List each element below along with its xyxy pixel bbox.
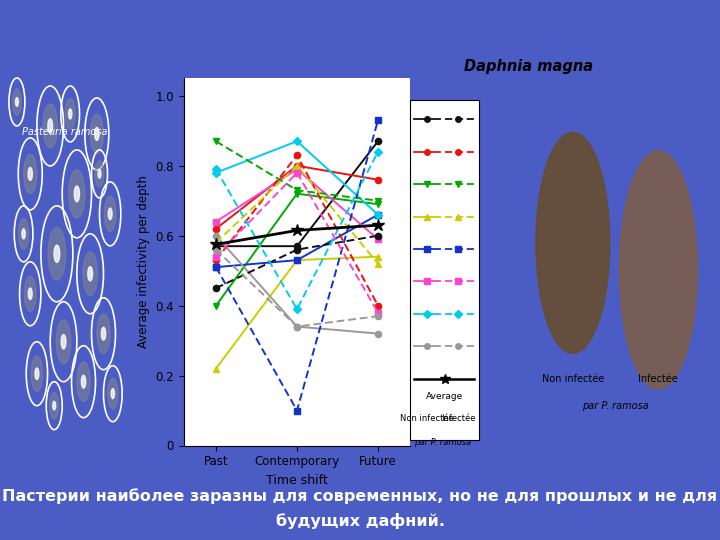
- Text: Infectée: Infectée: [639, 374, 678, 384]
- Circle shape: [83, 252, 97, 296]
- Circle shape: [104, 196, 116, 232]
- Circle shape: [28, 288, 32, 300]
- Circle shape: [65, 99, 76, 129]
- Circle shape: [53, 401, 55, 410]
- Circle shape: [95, 161, 104, 187]
- Circle shape: [12, 89, 22, 115]
- Circle shape: [31, 356, 42, 392]
- Text: будущих дафний.: будущих дафний.: [276, 513, 444, 529]
- Text: Пастерии наиболее заразны для современных, но не для прошлых и не для: Пастерии наиболее заразны для современны…: [2, 488, 718, 504]
- Circle shape: [88, 267, 93, 281]
- Circle shape: [16, 98, 18, 106]
- Circle shape: [22, 229, 25, 239]
- Circle shape: [68, 109, 72, 119]
- Circle shape: [35, 368, 39, 380]
- Circle shape: [98, 170, 101, 178]
- Circle shape: [54, 245, 60, 262]
- Text: Daphnia magna: Daphnia magna: [464, 59, 593, 75]
- Circle shape: [69, 170, 85, 218]
- Y-axis label: Average infectivity per depth: Average infectivity per depth: [137, 176, 150, 348]
- Text: par P. ramosa: par P. ramosa: [414, 438, 471, 447]
- Ellipse shape: [536, 132, 610, 353]
- Circle shape: [90, 114, 104, 154]
- Circle shape: [95, 127, 99, 140]
- Circle shape: [28, 167, 32, 180]
- Circle shape: [50, 393, 58, 419]
- Circle shape: [56, 320, 71, 364]
- Text: par P. ramosa: par P. ramosa: [582, 401, 649, 411]
- Circle shape: [108, 208, 112, 220]
- Text: Infectée: Infectée: [441, 414, 475, 423]
- Circle shape: [81, 375, 86, 388]
- Text: Average: Average: [426, 392, 463, 401]
- Circle shape: [61, 334, 66, 349]
- Circle shape: [48, 227, 66, 280]
- Circle shape: [77, 362, 90, 401]
- Text: Non infectée: Non infectée: [400, 414, 454, 423]
- Circle shape: [111, 389, 114, 399]
- Circle shape: [24, 154, 37, 194]
- Text: Non infectée: Non infectée: [541, 374, 604, 384]
- Ellipse shape: [619, 151, 697, 389]
- Circle shape: [48, 119, 53, 133]
- Circle shape: [19, 219, 29, 249]
- Circle shape: [102, 327, 106, 340]
- Text: Pasteuria ramosa: Pasteuria ramosa: [22, 127, 107, 137]
- Circle shape: [74, 186, 79, 202]
- Circle shape: [24, 276, 36, 312]
- Circle shape: [43, 104, 58, 148]
- Circle shape: [108, 379, 118, 409]
- Circle shape: [97, 314, 110, 354]
- X-axis label: Time shift: Time shift: [266, 474, 328, 487]
